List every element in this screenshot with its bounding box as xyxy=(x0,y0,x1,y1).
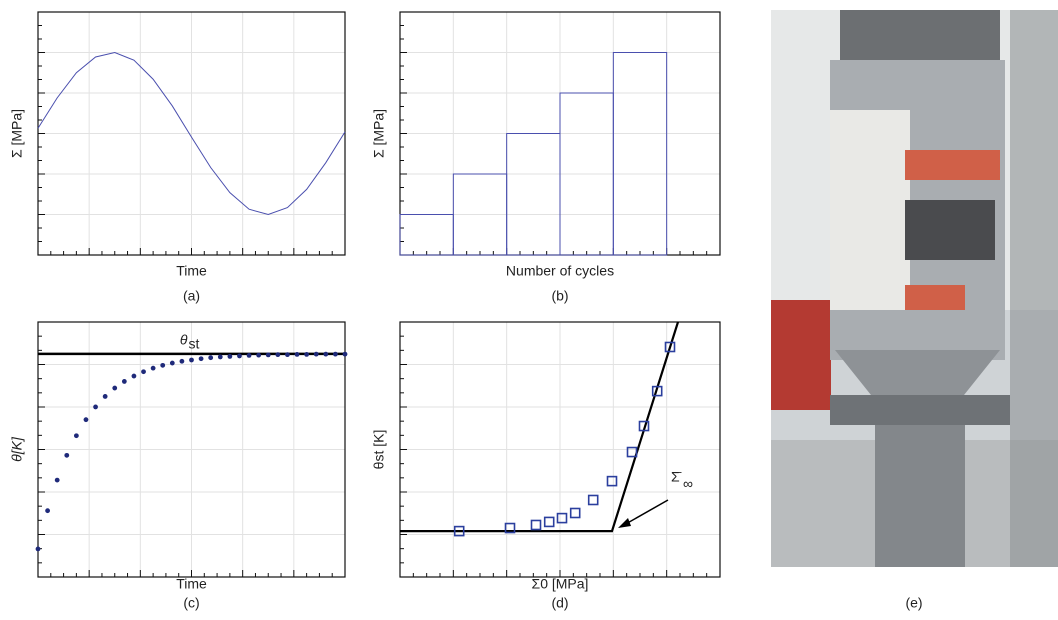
marker xyxy=(141,369,146,375)
caption: (d) xyxy=(551,595,568,611)
marker xyxy=(121,379,127,384)
marker xyxy=(606,475,618,487)
fit-line xyxy=(400,321,680,533)
marker xyxy=(333,351,338,357)
marker xyxy=(530,519,542,531)
marker xyxy=(217,354,223,360)
annotation-arrow xyxy=(623,499,669,526)
marker xyxy=(294,351,300,357)
marker xyxy=(275,352,281,358)
marker xyxy=(342,351,348,357)
y-axis-label: Σ [MPa] xyxy=(9,109,25,158)
marker xyxy=(112,385,118,391)
marker xyxy=(102,394,108,399)
marker xyxy=(227,354,233,359)
x-axis-label: Time xyxy=(176,576,207,592)
marker xyxy=(285,352,290,358)
plot-frame xyxy=(399,321,721,578)
caption: (b) xyxy=(551,288,568,304)
step-block xyxy=(506,133,561,256)
marker xyxy=(169,360,175,366)
marker xyxy=(504,522,516,534)
marker xyxy=(543,516,555,528)
marker xyxy=(54,477,60,483)
photo xyxy=(771,10,1058,567)
marker xyxy=(198,356,204,362)
x-axis-label: Number of cycles xyxy=(506,263,614,279)
plot-frame xyxy=(37,11,346,256)
marker xyxy=(569,507,581,519)
marker xyxy=(323,351,329,357)
x-axis-label: Σ0 [MPa] xyxy=(532,576,589,592)
marker xyxy=(313,351,319,357)
annotation-sub: ∞ xyxy=(683,476,693,492)
marker xyxy=(73,433,79,439)
marker xyxy=(93,404,98,410)
marker xyxy=(131,373,137,379)
y-axis-label: θst [K] xyxy=(371,430,387,470)
marker xyxy=(638,420,650,432)
marker xyxy=(179,358,185,364)
y-axis-label: θ[K] xyxy=(9,436,25,462)
reference-label: θ xyxy=(180,332,188,348)
x-axis-label: Time xyxy=(176,263,207,279)
caption: (e) xyxy=(905,595,922,611)
marker xyxy=(237,353,242,359)
annotation: Σ̄ xyxy=(671,469,682,485)
marker xyxy=(45,508,50,514)
marker xyxy=(651,385,663,397)
caption: (a) xyxy=(183,288,200,304)
marker xyxy=(160,362,166,368)
step-block xyxy=(399,214,454,256)
marker xyxy=(265,352,271,358)
plot-frame xyxy=(37,321,346,578)
marker xyxy=(587,494,599,506)
line xyxy=(37,51,346,216)
marker xyxy=(304,351,310,357)
marker xyxy=(626,446,638,458)
marker xyxy=(208,355,214,361)
step-block xyxy=(612,52,668,256)
marker xyxy=(64,452,70,458)
caption: (c) xyxy=(183,595,199,611)
marker xyxy=(83,417,89,423)
marker xyxy=(150,365,156,371)
annotation-arrowhead xyxy=(618,518,631,528)
reference-label-sub: st xyxy=(189,336,200,352)
marker xyxy=(664,341,676,353)
marker xyxy=(256,352,262,358)
marker xyxy=(556,512,568,524)
marker xyxy=(246,353,252,358)
y-axis-label: Σ [MPa] xyxy=(371,109,387,158)
marker xyxy=(453,525,465,537)
marker xyxy=(35,546,41,552)
marker xyxy=(189,357,194,363)
